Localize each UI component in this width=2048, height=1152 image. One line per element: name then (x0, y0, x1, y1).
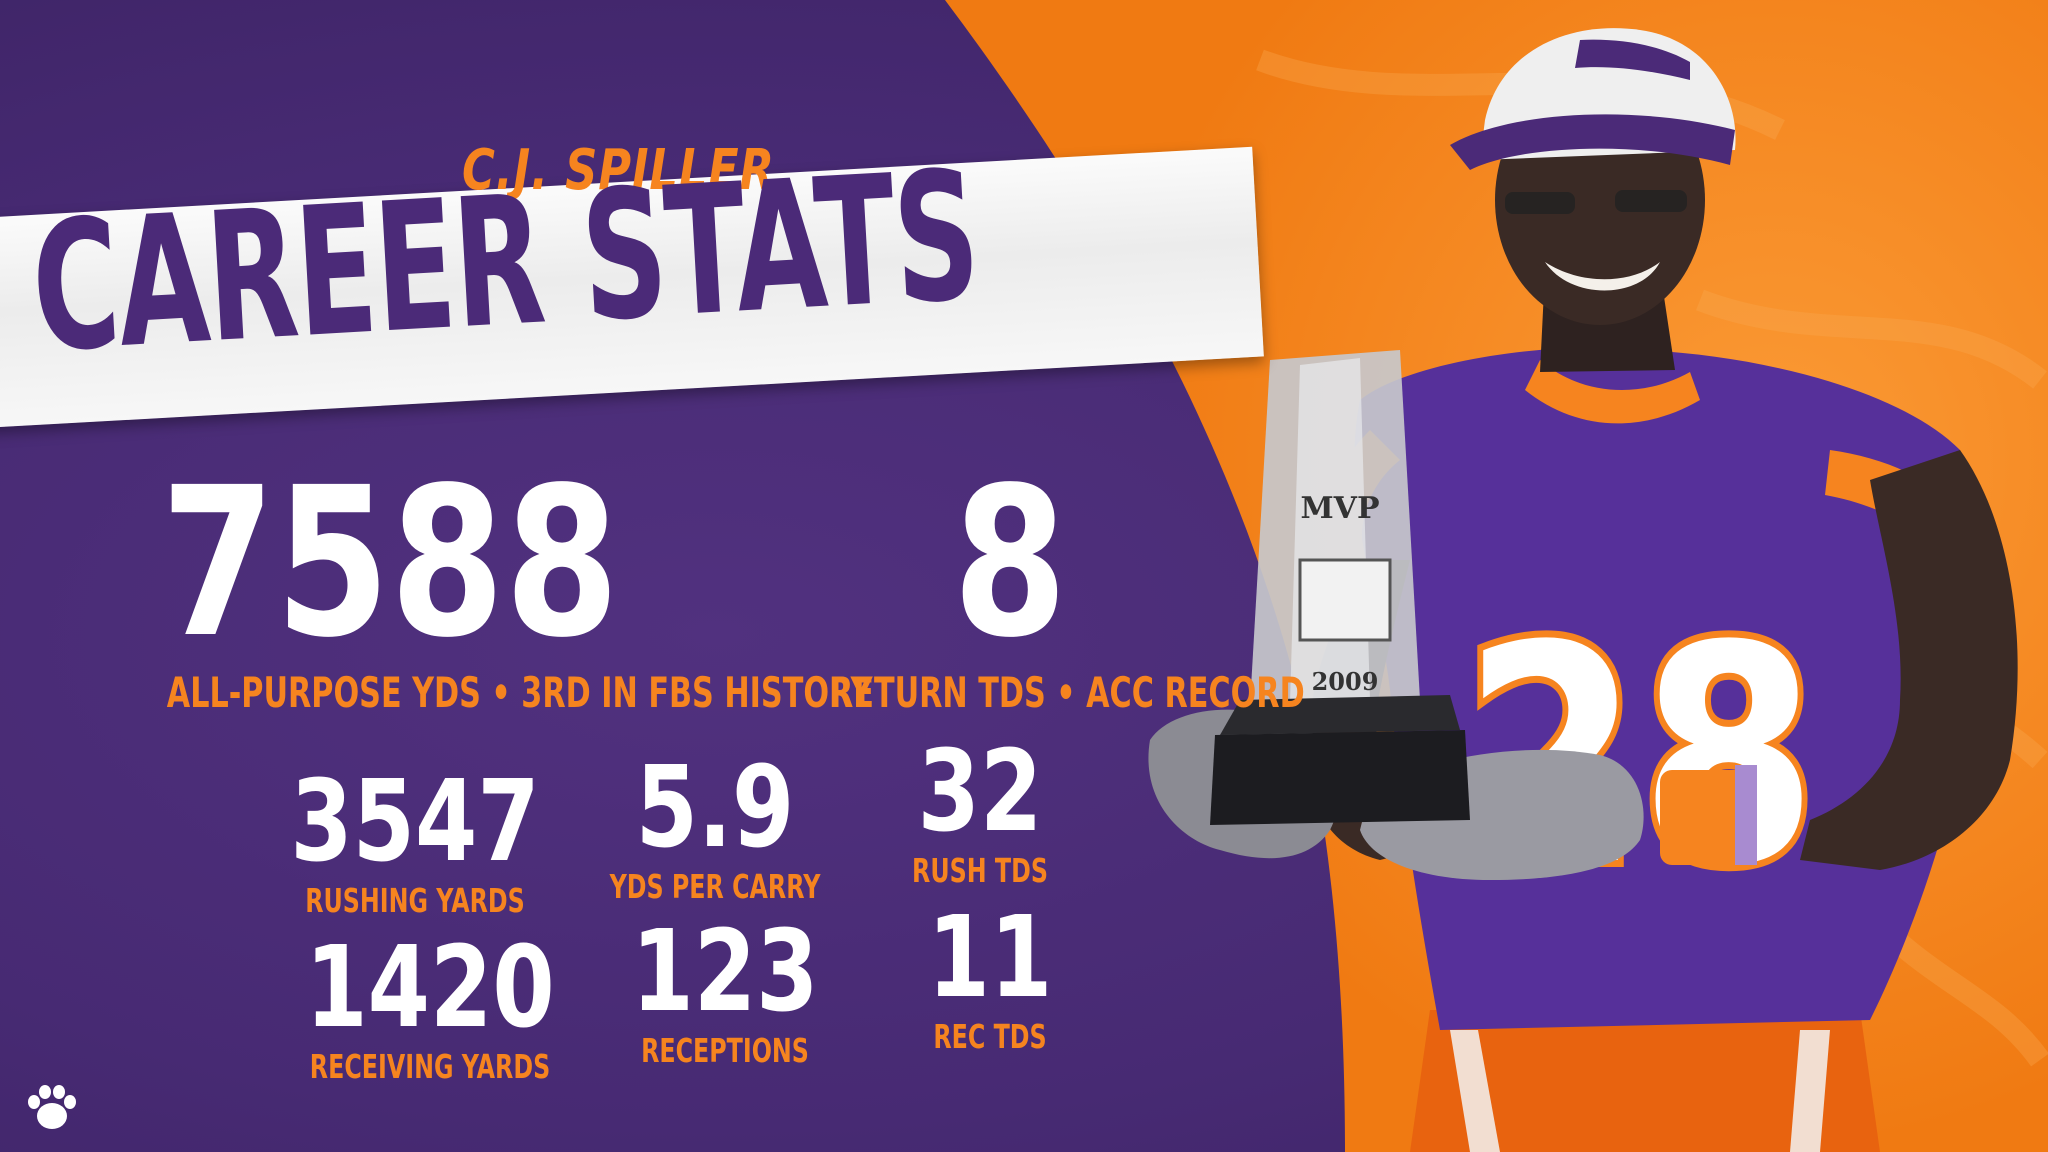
stat-label: RECEPTIONS (641, 1031, 809, 1070)
stat-label: REC TDS (933, 1017, 1047, 1056)
stat-label: ALL-PURPOSE YDS • 3RD IN FBS HISTORY (166, 668, 873, 717)
stat-label: RUSH TDS (912, 851, 1048, 890)
stat-rushing-yards: 3547 RUSHING YARDS (250, 766, 580, 917)
stat-label: RECEIVING YARDS (309, 1047, 551, 1086)
stat-value: 11 (927, 893, 1053, 1023)
stat-all-purpose-yards: 7588 ALL-PURPOSE YDS • 3RD IN FBS HISTOR… (80, 443, 873, 717)
stat-receiving-yards: 1420 RECEIVING YARDS (250, 932, 610, 1083)
stat-rec-tds: 11 REC TDS (840, 902, 1140, 1053)
stat-value: 123 (631, 907, 819, 1037)
stat-rush-tds: 32 RUSH TDS (830, 736, 1130, 887)
player-left-arm (1800, 450, 2018, 870)
stat-yds-per-carry: 5.9 YDS PER CARRY (550, 752, 880, 903)
stat-value: 3547 (290, 757, 540, 887)
tiger-paw-icon (28, 1085, 76, 1129)
player-name: C.J. SPILLER (462, 138, 775, 203)
stat-value: 7588 (160, 443, 620, 683)
trophy-label: MVP (1300, 491, 1379, 526)
page-title: CAREER STATS (27, 132, 984, 392)
stat-value: 1420 (305, 923, 555, 1053)
stat-receptions: 123 RECEPTIONS (560, 916, 890, 1067)
stat-return-tds: 8 RETURN TDS • ACC RECORD (760, 443, 1305, 717)
stat-label: RETURN TDS • ACC RECORD (830, 668, 1305, 717)
stat-value: 8 (952, 443, 1068, 683)
stat-label: YDS PER CARRY (609, 867, 821, 906)
stat-label: RUSHING YARDS (305, 881, 525, 920)
player-pants (1410, 1010, 1880, 1152)
trophy-year: 2009 (1312, 667, 1379, 696)
stat-value: 32 (917, 727, 1043, 857)
stat-value: 5.9 (635, 743, 795, 873)
trophy: MVP 2009 (1210, 350, 1470, 825)
